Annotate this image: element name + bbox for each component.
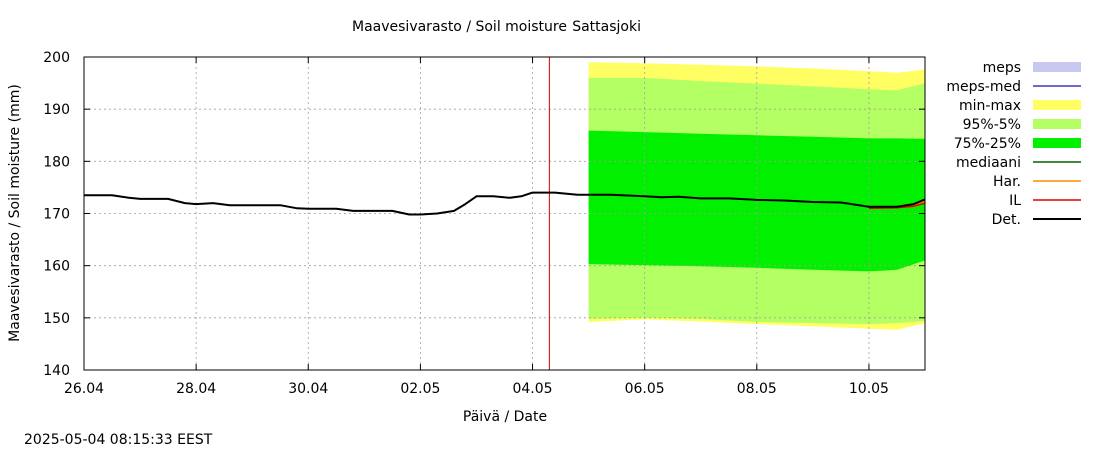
x-tick-label: 10.05: [849, 381, 889, 397]
chart-title: Maavesivarasto / Soil moisture: [352, 19, 567, 35]
x-tick-label: 26.04: [64, 381, 104, 397]
legend-label-minmax: min-max: [959, 98, 1021, 114]
x-tick-label: 06.05: [625, 381, 665, 397]
x-tick-label: 30.04: [288, 381, 328, 397]
y-tick-label: 170: [43, 207, 70, 223]
legend-swatch-p95_5: [1033, 119, 1081, 129]
legend-swatch-p75_25: [1033, 138, 1081, 148]
y-tick-label: 150: [43, 311, 70, 327]
grid: [84, 57, 925, 370]
x-axis-label: Päivä / Date: [463, 409, 547, 425]
legend-label-det: Det.: [992, 212, 1021, 228]
axis-ticks: 140 150 160 170 180 190 200 26.04 28.04 30.04 02.0…: [43, 50, 925, 397]
legend-label-il: IL: [1009, 193, 1021, 209]
legend-swatch-minmax: [1033, 100, 1081, 110]
legend-label-meps_med: meps-med: [946, 79, 1021, 95]
y-axis-label: Maavesivarasto / Soil moisture (mm): [7, 84, 23, 342]
chart-station: Sattasjoki: [572, 19, 641, 35]
legend-label-median: mediaani: [956, 155, 1021, 171]
det-line: [84, 191, 926, 216]
series-lines: [84, 191, 926, 216]
forecast-bands: [588, 62, 925, 330]
x-tick-label: 08.05: [737, 381, 777, 397]
y-tick-label: 180: [43, 154, 70, 170]
x-tick-label: 28.04: [176, 381, 216, 397]
legend-label-p95_5: 95%-5%: [963, 117, 1021, 133]
legend-label-har: Har.: [993, 174, 1021, 190]
y-tick-label: 190: [43, 102, 70, 118]
y-tick-label: 140: [43, 363, 70, 379]
y-tick-label: 160: [43, 259, 70, 275]
x-tick-label: 02.05: [400, 381, 440, 397]
footer-timestamp: 2025-05-04 08:15:33 EEST: [24, 432, 213, 448]
legend: meps meps-med min-max 95%-5% 75%-25% mediaani…: [946, 60, 1081, 228]
legend-label-p75_25: 75%-25%: [954, 136, 1021, 152]
il-line: [868, 202, 926, 210]
legend-label-meps: meps: [983, 60, 1021, 76]
y-tick-label: 200: [43, 50, 70, 66]
band-75-25: [588, 130, 925, 272]
legend-swatch-meps: [1033, 62, 1081, 72]
x-tick-label: 04.05: [512, 381, 552, 397]
